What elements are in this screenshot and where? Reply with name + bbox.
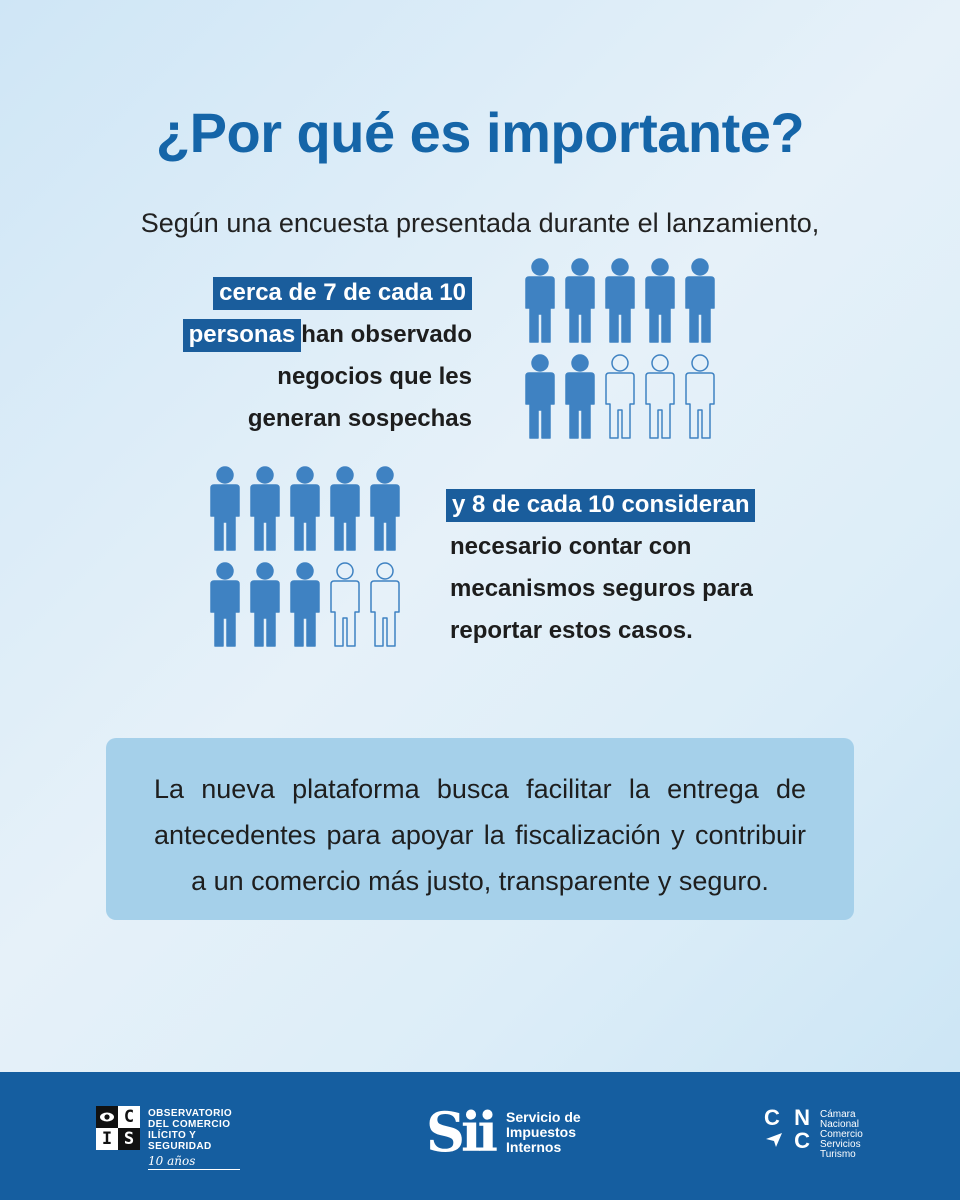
ocis-letter-s: S: [118, 1128, 140, 1150]
intro-text: Según una encuesta presentada durante el…: [140, 208, 820, 238]
footer-bar: C I S OBSERVATORIO DEL COMERCIO ILÍCITO …: [0, 1072, 960, 1200]
person-filled-icon: [327, 466, 363, 552]
sii-line-1: Servicio de: [506, 1109, 581, 1125]
stat-2-line-2: necesario contar con: [450, 533, 692, 560]
stat-2-text: y 8 de cada 10 consideran necesario cont…: [446, 484, 790, 652]
person-outline-icon: [327, 562, 363, 648]
stat-1-line-3: negocios que les: [277, 363, 472, 390]
person-filled-icon: [602, 258, 638, 344]
person-filled-icon: [682, 258, 718, 344]
cnc-name: Cámara Nacional Comercio Servicios Turis…: [820, 1110, 910, 1160]
stat-1-highlight-2: personas: [182, 319, 302, 352]
person-filled-icon: [207, 562, 243, 648]
ocis-line-2: DEL COMERCIO: [148, 1119, 231, 1130]
ocis-line-3: ILÍCITO Y: [148, 1130, 197, 1141]
person-filled-icon: [287, 466, 323, 552]
person-filled-icon: [247, 562, 283, 648]
person-filled-icon: [562, 258, 598, 344]
arrow-icon: [764, 1129, 784, 1153]
person-filled-icon: [247, 466, 283, 552]
stat-1-line-2: han observado: [301, 321, 472, 348]
cnc-line-5: Turismo: [820, 1149, 856, 1160]
person-filled-icon: [642, 258, 678, 344]
cnc-line-2: Nacional: [820, 1119, 859, 1130]
ocis-line-4: SEGURIDAD: [148, 1141, 212, 1152]
cnc-line-1: Cámara: [820, 1109, 856, 1120]
person-filled-icon: [287, 562, 323, 648]
stat-1-highlight: cerca de 7 de cada 10: [213, 277, 472, 310]
person-filled-icon: [522, 354, 558, 440]
cnc-letter-c: C: [764, 1105, 780, 1130]
cnc-line-3: Comercio: [820, 1129, 863, 1140]
person-outline-icon: [367, 562, 403, 648]
sii-line-3: Internos: [506, 1139, 562, 1155]
ocis-letter-i: I: [96, 1128, 118, 1150]
ocis-name: OBSERVATORIO DEL COMERCIO ILÍCITO Y SEGU…: [148, 1108, 258, 1152]
person-filled-icon: [367, 466, 403, 552]
stat-1-line-4: generan sospechas: [247, 405, 472, 432]
stat-2-line-3: mecanismos seguros para: [450, 575, 753, 602]
cnc-letter-c-2: C: [794, 1128, 810, 1153]
ocis-line-1: OBSERVATORIO: [148, 1108, 233, 1119]
eye-icon: [96, 1106, 118, 1128]
ocis-letter-c: C: [118, 1106, 140, 1128]
sii-line-2: Impuestos: [506, 1124, 577, 1140]
sii-mark: Sii: [426, 1100, 498, 1164]
page-title: ¿Por qué es importante?: [155, 101, 805, 164]
ocis-mark-icon: C I S: [96, 1106, 140, 1150]
person-outline-icon: [602, 354, 638, 440]
stat-1-text: cerca de 7 de cada 10 personas han observ…: [152, 272, 472, 440]
person-outline-icon: [642, 354, 678, 440]
stat-2-line-4: reportar estos casos.: [450, 617, 693, 644]
cnc-mark: C N C: [764, 1106, 816, 1153]
sii-name: Servicio de Impuestos Internos: [506, 1110, 616, 1155]
person-filled-icon: [562, 354, 598, 440]
cnc-line-4: Servicios: [820, 1139, 861, 1150]
ocis-anniversary: 10 años: [148, 1154, 240, 1170]
stat-2-highlight: y 8 de cada 10 consideran: [446, 489, 756, 522]
cnc-letter-n: N: [794, 1105, 810, 1130]
person-filled-icon: [207, 466, 243, 552]
person-filled-icon: [522, 258, 558, 344]
person-outline-icon: [682, 354, 718, 440]
callout-box: La nueva plataforma busca facilitar la e…: [106, 738, 854, 920]
